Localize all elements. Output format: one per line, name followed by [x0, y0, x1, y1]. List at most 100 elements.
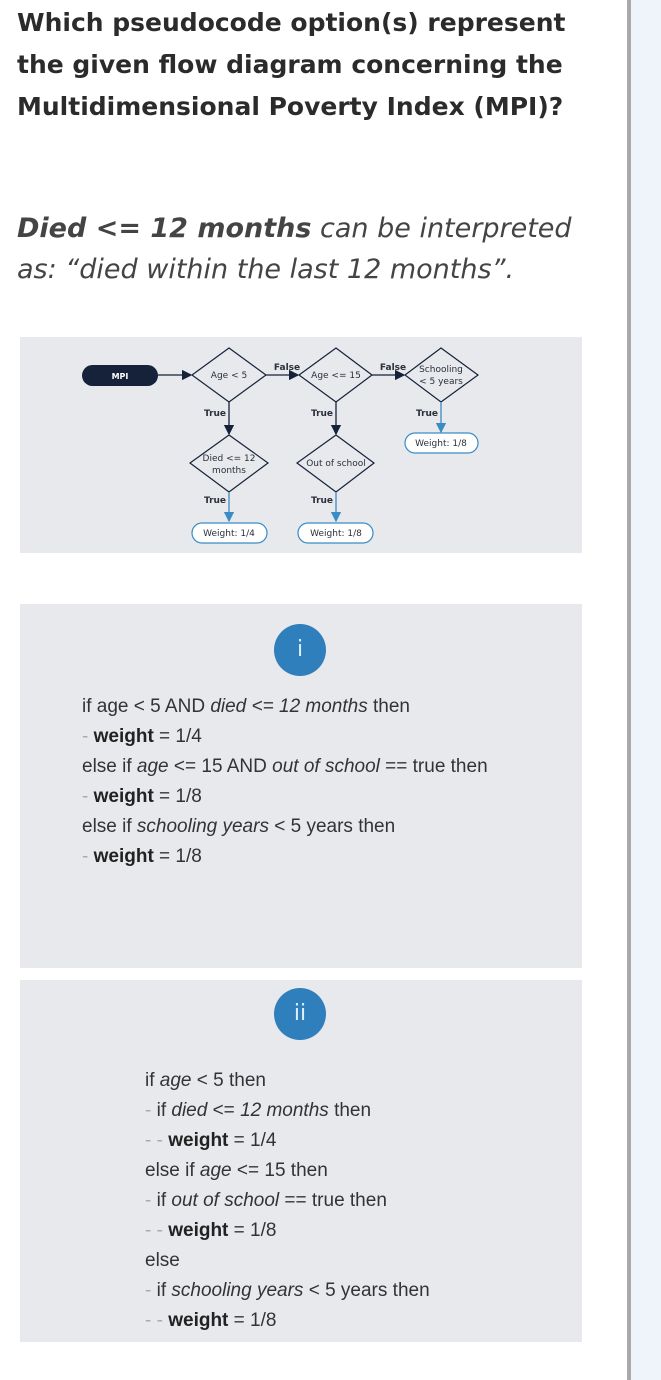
indent-marker: - — [145, 1280, 157, 1301]
decision-died: Died <= 12 months — [188, 434, 270, 493]
code-segment: weight — [93, 786, 154, 807]
code-segment: age — [159, 1070, 192, 1091]
indent-marker: - — [82, 786, 94, 807]
svg-text:< 5 years: < 5 years — [419, 377, 463, 387]
code-segment: weight — [93, 846, 154, 867]
svg-text:MPI: MPI — [112, 372, 129, 381]
false-label: False — [380, 363, 406, 373]
code-line: else if age <= 15 then — [145, 1156, 430, 1186]
code-segment: died — [171, 1100, 208, 1121]
indent-marker: - — [145, 1100, 157, 1121]
code-line: if age < 5 AND died <= 12 months then — [82, 692, 488, 722]
code-segment: age — [199, 1160, 232, 1181]
code-line: - weight = 1/4 — [82, 722, 488, 752]
code-segment: out of school — [272, 756, 380, 777]
code-line: - if out of school == true then — [145, 1186, 430, 1216]
code-segment: = 1/4 — [153, 726, 202, 747]
code-segment: weight — [168, 1130, 229, 1151]
note-rest: can be interpreted as: “died within the … — [17, 213, 572, 285]
code-segment: weight — [168, 1310, 229, 1331]
code-segment: < 5 then — [191, 1070, 266, 1091]
svg-text:Weight: 1/4: Weight: 1/4 — [203, 529, 255, 539]
code-segment: schooling years — [171, 1280, 304, 1301]
code-segment: else if — [145, 1160, 200, 1181]
code-segment: then — [367, 696, 410, 717]
code-segment: == true then — [379, 756, 488, 777]
code-segment: <= 15 AND — [168, 756, 273, 777]
option-ii[interactable]: ii if age < 5 then - if died <= 12 months… — [20, 980, 582, 1342]
code-segment: = 1/8 — [228, 1310, 277, 1331]
svg-text:months: months — [212, 466, 246, 476]
svg-text:Out of school: Out of school — [306, 459, 366, 469]
true-label: True — [416, 409, 438, 419]
false-label: False — [274, 363, 300, 373]
note-emphasis: Died <= 12 months — [17, 213, 312, 244]
scrollbar[interactable] — [627, 0, 631, 1380]
svg-text:Age < 5: Age < 5 — [211, 371, 247, 381]
code-segment: schooling years — [136, 816, 269, 837]
note-text: Died <= 12 months can be interpreted as:… — [17, 208, 597, 290]
indent-marker: - — [145, 1190, 157, 1211]
code-segment: = 1/8 — [228, 1220, 277, 1241]
true-label: True — [204, 496, 226, 506]
weight-node-out-of-school: Weight: 1/8 — [297, 522, 374, 544]
code-segment: 12 months — [240, 1100, 329, 1121]
true-label: True — [311, 496, 333, 506]
code-segment: else if — [82, 756, 137, 777]
svg-text:Weight: 1/8: Weight: 1/8 — [310, 529, 362, 539]
true-label: True — [311, 409, 333, 419]
question-text: Which pseudocode option(s) represent the… — [17, 8, 566, 121]
weight-node-died: Weight: 1/4 — [191, 522, 268, 544]
code-segment: <= — [207, 1100, 241, 1121]
mpi-start-node: MPI — [82, 365, 158, 386]
code-segment: if age < 5 AND — [82, 696, 211, 717]
code-line: - - weight = 1/8 — [145, 1216, 430, 1246]
code-segment: if — [156, 1190, 172, 1211]
code-segment: age — [136, 756, 169, 777]
weight-node-schooling: Weight: 1/8 — [404, 432, 479, 454]
code-segment: < 5 years then — [303, 1280, 430, 1301]
flow-diagram-svg: MPI Age < 5 False Age <= 15 False School… — [82, 347, 480, 544]
code-line: if age < 5 then — [145, 1066, 430, 1096]
side-gutter — [631, 0, 661, 1380]
code-segment: == true then — [279, 1190, 387, 1211]
flow-diagram: MPI Age < 5 False Age <= 15 False School… — [20, 337, 582, 553]
code-segment: weight — [168, 1220, 229, 1241]
code-segment: then — [328, 1100, 372, 1121]
svg-text:Weight: 1/8: Weight: 1/8 — [415, 439, 467, 449]
code-segment: else if — [82, 816, 137, 837]
code-segment: died <= 12 months — [210, 696, 368, 717]
code-segment: weight — [93, 726, 154, 747]
code-line: else if age <= 15 AND out of school == t… — [82, 752, 488, 782]
code-segment: if — [145, 1070, 160, 1091]
svg-text:Age <= 15: Age <= 15 — [311, 371, 361, 381]
true-label: True — [204, 409, 226, 419]
code-line: else if schooling years < 5 years then — [82, 812, 488, 842]
code-line: - weight = 1/8 — [82, 782, 488, 812]
indent-marker: - - — [145, 1310, 169, 1331]
decision-schooling: Schooling < 5 years — [404, 347, 480, 403]
pseudocode-option-ii: if age < 5 then - if died <= 12 months th… — [145, 1066, 430, 1336]
svg-text:Schooling: Schooling — [419, 365, 463, 375]
code-line: - weight = 1/8 — [82, 842, 488, 872]
indent-marker: - - — [145, 1130, 169, 1151]
indent-marker: - — [82, 726, 94, 747]
code-segment: < 5 years then — [268, 816, 396, 837]
option-badge-i: i — [274, 624, 326, 676]
pseudocode-option-i: if age < 5 AND died <= 12 months then - w… — [82, 692, 488, 872]
svg-text:Died <= 12: Died <= 12 — [203, 454, 256, 464]
decision-age-15: Age <= 15 — [297, 347, 373, 403]
code-segment: = 1/4 — [228, 1130, 277, 1151]
indent-marker: - - — [145, 1220, 169, 1241]
code-line: - if died <= 12 months then — [145, 1096, 430, 1126]
code-segment: <= 15 then — [231, 1160, 328, 1181]
code-segment: = 1/8 — [153, 786, 202, 807]
code-line: - - weight = 1/8 — [145, 1306, 430, 1336]
decision-out-of-school: Out of school — [295, 434, 376, 493]
option-i[interactable]: i if age < 5 AND died <= 12 months then -… — [20, 604, 582, 968]
option-badge-ii: ii — [274, 988, 326, 1040]
code-segment: = 1/8 — [153, 846, 202, 867]
code-line: - - weight = 1/4 — [145, 1126, 430, 1156]
code-segment: if — [156, 1280, 172, 1301]
code-line: else — [145, 1246, 430, 1276]
